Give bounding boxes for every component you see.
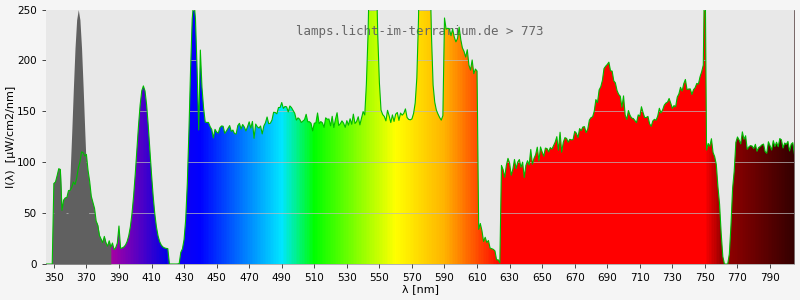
X-axis label: λ [nm]: λ [nm] — [402, 284, 438, 294]
Y-axis label: I(λ)  [µW/cm2/nm]: I(λ) [µW/cm2/nm] — [6, 86, 15, 188]
Text: lamps.licht-im-terrarium.de > 773: lamps.licht-im-terrarium.de > 773 — [296, 25, 544, 38]
